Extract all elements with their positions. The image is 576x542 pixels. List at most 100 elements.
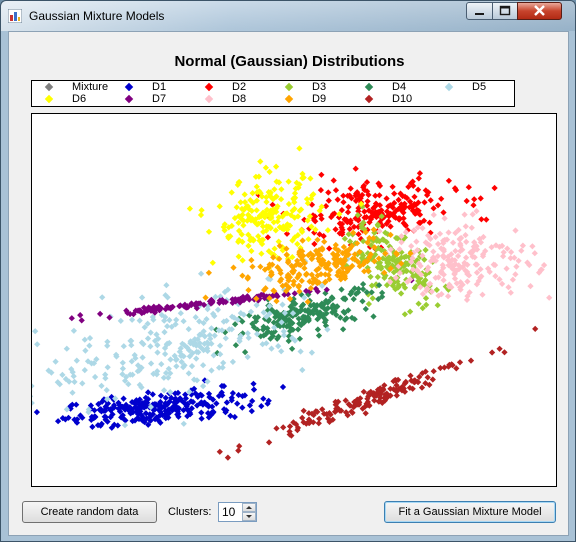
data-point — [419, 370, 426, 377]
data-point — [260, 395, 267, 402]
clusters-stepper[interactable]: 10 — [218, 502, 257, 522]
data-point — [254, 326, 261, 334]
maximize-button[interactable] — [492, 2, 518, 20]
data-point — [265, 248, 273, 255]
data-point — [193, 355, 200, 362]
title-bar[interactable]: Gaussian Mixture Models — [1, 1, 575, 31]
data-point — [367, 273, 374, 280]
data-point — [345, 203, 352, 211]
data-point — [342, 397, 349, 404]
minimize-button[interactable] — [466, 2, 493, 20]
data-point — [215, 327, 222, 334]
data-point — [233, 204, 240, 211]
series-d1 — [33, 377, 287, 431]
data-point — [387, 392, 394, 399]
data-point — [416, 170, 424, 177]
legend-marker — [44, 82, 54, 92]
data-point — [424, 285, 431, 292]
data-point — [512, 227, 519, 234]
data-point — [347, 185, 354, 192]
data-point — [290, 196, 297, 203]
data-point — [441, 215, 448, 222]
data-point — [436, 230, 444, 237]
data-point — [368, 282, 376, 289]
data-point — [331, 408, 339, 415]
data-point — [147, 360, 155, 367]
data-point — [199, 362, 207, 369]
clusters-value[interactable]: 10 — [222, 505, 236, 519]
data-point — [177, 302, 184, 309]
data-point — [387, 385, 394, 392]
data-point — [237, 332, 244, 340]
data-point — [427, 197, 434, 204]
data-point — [286, 431, 293, 438]
data-point — [128, 358, 135, 365]
scatter-plot — [32, 145, 553, 461]
data-point — [406, 384, 414, 391]
data-point — [351, 403, 358, 410]
data-point — [226, 326, 233, 333]
data-point — [308, 349, 316, 356]
data-point — [59, 371, 66, 379]
data-point — [440, 277, 447, 284]
data-point — [407, 372, 414, 379]
legend-label: D1 — [152, 81, 167, 93]
app-icon — [8, 9, 22, 23]
data-point — [121, 422, 129, 429]
data-point — [462, 254, 470, 261]
data-point — [513, 263, 520, 270]
data-point — [284, 221, 291, 228]
data-point — [78, 317, 85, 324]
data-point — [394, 376, 402, 384]
data-point — [492, 272, 499, 280]
spin-down-button[interactable] — [242, 512, 256, 521]
data-point — [185, 325, 192, 333]
data-point — [272, 163, 280, 170]
data-point — [241, 198, 249, 206]
data-point — [358, 222, 365, 229]
data-point — [531, 250, 538, 257]
close-button[interactable] — [517, 2, 562, 20]
data-point — [52, 358, 59, 365]
data-point — [273, 205, 280, 212]
data-point — [491, 261, 499, 269]
data-point — [33, 408, 41, 416]
data-point — [71, 378, 78, 386]
data-point — [249, 263, 256, 270]
data-point — [162, 369, 170, 377]
data-point — [205, 228, 213, 235]
data-point — [81, 366, 88, 374]
spin-up-button[interactable] — [242, 503, 256, 512]
data-point — [488, 349, 496, 356]
data-point — [185, 370, 192, 377]
data-point — [314, 408, 321, 416]
data-point — [426, 381, 433, 389]
data-point — [422, 246, 429, 254]
legend-label: D4 — [392, 81, 407, 93]
data-point — [377, 385, 384, 392]
data-point — [417, 283, 424, 291]
fit-gaussian-mixture-button[interactable]: Fit a Gaussian Mixture Model — [384, 501, 556, 523]
data-point — [509, 276, 517, 283]
data-point — [205, 269, 213, 276]
data-point — [284, 226, 291, 233]
data-point — [372, 251, 379, 258]
data-point — [426, 219, 433, 226]
data-point — [505, 284, 512, 291]
data-point — [339, 326, 347, 333]
data-point — [283, 245, 290, 252]
data-point — [117, 317, 124, 325]
data-point — [204, 305, 211, 313]
data-point — [99, 294, 106, 301]
data-point — [258, 193, 266, 200]
data-point — [430, 248, 437, 255]
data-point — [180, 406, 187, 414]
data-point — [299, 237, 306, 244]
create-random-data-button[interactable]: Create random data — [22, 501, 157, 523]
plot-area[interactable] — [31, 113, 557, 487]
data-point — [188, 300, 195, 307]
data-point — [169, 303, 176, 311]
data-point — [245, 212, 252, 219]
data-point — [324, 415, 332, 422]
data-point — [468, 224, 475, 231]
